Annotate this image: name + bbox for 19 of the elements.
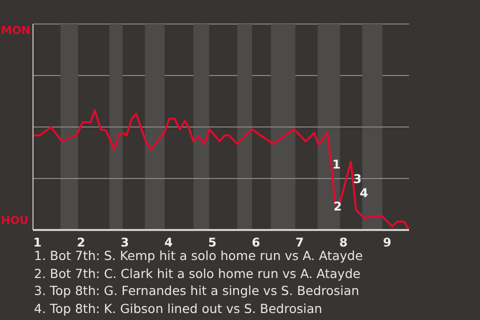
text: 2. Bot 7th: C. Clark hit a solo home run vs A. Atayde bbox=[34, 264, 362, 282]
x-tick-label: 2 bbox=[76, 236, 86, 250]
annotation: 4 bbox=[360, 186, 368, 200]
x-tick-label: 4 bbox=[164, 236, 173, 250]
x-tick-label: 8 bbox=[339, 236, 348, 250]
x-tick-label: 6 bbox=[252, 236, 260, 250]
annotation: 1 bbox=[332, 157, 341, 172]
x-tick-label: 5 bbox=[208, 236, 216, 250]
x-tick-label: 9 bbox=[382, 236, 392, 250]
text: MON bbox=[1, 23, 31, 39]
text: 3. Top 8th: G. Fernandes hit a single vs S. Bedrosian bbox=[34, 282, 360, 300]
annotation: 3 bbox=[353, 172, 362, 186]
text: 4. Top 8th: K. Gibson lined out vs S. Bedrosian bbox=[34, 300, 324, 317]
x-tick-label: 3 bbox=[120, 236, 129, 250]
x-tick-label: 7 bbox=[296, 236, 304, 250]
annotation: 2 bbox=[334, 199, 342, 214]
x-tick-label: 1 bbox=[33, 236, 42, 250]
text: 1. Bot 7th: S. Kemp hit a solo home run vs A. Atayde bbox=[34, 247, 363, 264]
text: HOU bbox=[1, 213, 28, 229]
